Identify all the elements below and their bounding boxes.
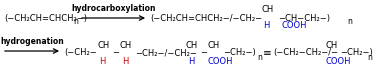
Text: −CH₂−): −CH₂−) [223, 48, 256, 58]
Text: n: n [73, 17, 78, 26]
Text: −CH₂−): −CH₂−) [340, 48, 373, 58]
Text: −CH₂−/−CH₂−: −CH₂−/−CH₂− [135, 48, 197, 58]
Text: COOH: COOH [281, 22, 307, 31]
Text: ≡: ≡ [263, 48, 272, 58]
Text: CH: CH [97, 40, 109, 49]
Text: COOH: COOH [325, 57, 350, 66]
Text: n: n [367, 52, 372, 61]
Text: H: H [263, 22, 270, 31]
Text: CH: CH [186, 40, 198, 49]
Text: CH: CH [325, 40, 337, 49]
Text: n: n [257, 52, 262, 61]
Text: hydrocarboxylation: hydrocarboxylation [71, 4, 156, 13]
Text: −: − [112, 48, 119, 58]
Text: (−CH₂CH=CHCH₂−): (−CH₂CH=CHCH₂−) [4, 13, 87, 23]
Text: CH: CH [120, 40, 132, 49]
Text: CH: CH [208, 40, 220, 49]
Text: −: − [200, 48, 207, 58]
Text: (−CH₂−CH₂−/−: (−CH₂−CH₂−/− [273, 48, 338, 58]
Text: COOH: COOH [208, 57, 234, 66]
Text: H: H [99, 57, 105, 66]
Text: (−CH₂CH=CHCH₂−/−CH₂−: (−CH₂CH=CHCH₂−/−CH₂− [150, 13, 262, 23]
Text: CH: CH [261, 5, 273, 14]
Text: H: H [188, 57, 194, 66]
Text: (−CH₂−: (−CH₂− [64, 48, 97, 58]
Text: n: n [347, 17, 352, 26]
Text: H: H [122, 57, 129, 66]
Text: −CH−CH₂−): −CH−CH₂−) [278, 13, 330, 23]
Text: hydrogenation: hydrogenation [0, 37, 64, 46]
